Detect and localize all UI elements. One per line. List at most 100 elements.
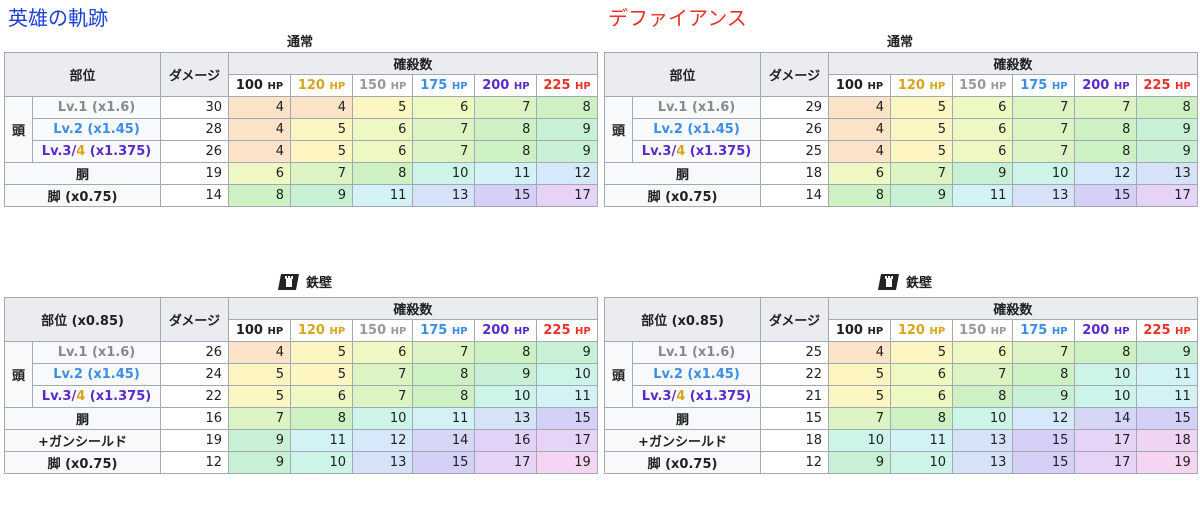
hp-column-header: 200 HP bbox=[474, 319, 538, 342]
hp-unit: HP bbox=[929, 81, 946, 92]
part-label-legs: 脚 (x0.75) bbox=[604, 451, 761, 474]
hp-value: 225 bbox=[543, 78, 571, 93]
kill-count-cell: 8 bbox=[351, 162, 414, 185]
kill-count-cell: 15 bbox=[536, 407, 598, 430]
hp-column-header: 120 HP bbox=[890, 74, 953, 97]
kill-count-cell: 7 bbox=[228, 407, 291, 430]
kill-count-cell: 8 bbox=[1074, 341, 1138, 364]
hp-unit: HP bbox=[513, 326, 530, 337]
lv4-text: 4 bbox=[676, 389, 686, 404]
part-label-lv3: Lv.3/4 (x1.375) bbox=[32, 140, 161, 163]
damage-value: 26 bbox=[160, 140, 229, 163]
table-row: Lv.2 (x1.45) 26 4 5 6 7 8 9 bbox=[605, 118, 1198, 141]
hp-unit: HP bbox=[267, 81, 284, 92]
kill-count-cell: 5 bbox=[290, 363, 353, 386]
kill-count-cell: 11 bbox=[890, 429, 953, 452]
table-row: 胴 15 7 8 10 12 14 15 bbox=[604, 407, 1198, 430]
kill-count-cell: 9 bbox=[228, 451, 291, 474]
damage-value: 15 bbox=[760, 407, 829, 430]
table-row: 頭 Lv.1 (x1.6) 30 4 4 5 6 7 8 bbox=[4, 96, 598, 163]
hp-value: 175 bbox=[1020, 323, 1048, 338]
damage-table-hero-ironwall: 部位 (x0.85) ダメージ 確殺数 100 HP 120 HP 150 HP 175 H… bbox=[4, 297, 598, 474]
table-row: 脚 (x0.75) 12 9 10 13 15 17 19 bbox=[4, 451, 598, 474]
part-label-lv1: Lv.1 (x1.6) bbox=[32, 341, 161, 364]
hp-column-header: 100 HP bbox=[228, 319, 291, 342]
kill-count-cell: 9 bbox=[828, 451, 891, 474]
hp-column-header: 225 HP bbox=[536, 74, 598, 97]
kill-count-cell: 9 bbox=[474, 363, 538, 386]
hp-value: 175 bbox=[1020, 78, 1048, 93]
hp-value: 120 bbox=[897, 323, 925, 338]
part-label-lv2: Lv.2 (x1.45) bbox=[32, 363, 161, 386]
damage-value: 26 bbox=[160, 341, 229, 364]
damage-header: ダメージ bbox=[760, 297, 829, 342]
damage-value: 12 bbox=[760, 451, 829, 474]
kill-count-cell: 4 bbox=[228, 96, 291, 119]
lv3-mult-text: (x1.375) bbox=[85, 389, 152, 404]
hp-column-header: 225 HP bbox=[536, 319, 598, 342]
table-row: 胴 16 7 8 10 11 13 15 bbox=[4, 407, 598, 430]
part-label-lv2: Lv.2 (x1.45) bbox=[632, 118, 761, 141]
kill-count-cell: 5 bbox=[351, 96, 414, 119]
damage-value: 25 bbox=[760, 140, 829, 163]
damage-header: ダメージ bbox=[760, 52, 829, 97]
lv3-text: Lv.3/ bbox=[641, 144, 677, 159]
kill-count-cell: 7 bbox=[828, 407, 891, 430]
kill-count-cell: 12 bbox=[1012, 407, 1076, 430]
tower-icon bbox=[277, 273, 299, 290]
kill-count-cell: 12 bbox=[1074, 162, 1138, 185]
part-label-lv3: Lv.3/4 (x1.375) bbox=[632, 385, 761, 408]
table-row: 胴 18 6 7 9 10 12 13 bbox=[604, 162, 1198, 185]
hp-value: 150 bbox=[359, 78, 387, 93]
table-row: Lv.3/4 (x1.375) 21 5 6 8 9 10 11 bbox=[605, 385, 1198, 408]
kill-count-cell: 8 bbox=[1012, 363, 1076, 386]
kill-count-cell: 6 bbox=[890, 363, 953, 386]
kill-count-cell: 6 bbox=[890, 385, 953, 408]
kill-count-cell: 8 bbox=[536, 96, 598, 119]
hp-unit: HP bbox=[513, 81, 530, 92]
hp-value: 225 bbox=[543, 323, 571, 338]
hp-value: 225 bbox=[1143, 323, 1171, 338]
kill-count-cell: 4 bbox=[290, 96, 353, 119]
damage-value: 22 bbox=[760, 363, 829, 386]
damage-value: 19 bbox=[160, 162, 229, 185]
damage-value: 14 bbox=[760, 184, 829, 207]
kill-count-cell: 9 bbox=[536, 118, 598, 141]
kill-count-cell: 13 bbox=[351, 451, 414, 474]
kill-count-cell: 7 bbox=[1012, 118, 1076, 141]
kill-count-cell: 7 bbox=[351, 385, 414, 408]
table-row: Lv.2 (x1.45) 24 5 5 7 8 9 10 bbox=[5, 363, 598, 386]
kill-count-cell: 6 bbox=[351, 140, 414, 163]
part-label-legs: 脚 (x0.75) bbox=[4, 184, 161, 207]
lv3-mult-text: (x1.375) bbox=[685, 389, 752, 404]
hp-value: 120 bbox=[297, 323, 325, 338]
damage-value: 30 bbox=[160, 96, 229, 119]
damage-value: 25 bbox=[760, 341, 829, 364]
kill-count-cell: 6 bbox=[290, 385, 353, 408]
hp-value: 120 bbox=[297, 78, 325, 93]
kill-count-cell: 11 bbox=[290, 429, 353, 452]
kill-count-cell: 15 bbox=[1136, 407, 1198, 430]
hp-column-header: 150 HP bbox=[951, 319, 1014, 342]
hp-unit: HP bbox=[867, 326, 884, 337]
hp-column-header: 100 HP bbox=[828, 74, 891, 97]
table-row: 脚 (x0.75) 14 8 9 11 13 15 17 bbox=[604, 184, 1198, 207]
kill-count-cell: 9 bbox=[290, 184, 353, 207]
kill-count-cell: 7 bbox=[890, 162, 953, 185]
kill-count-cell: 11 bbox=[351, 184, 414, 207]
kill-count-cell: 5 bbox=[890, 118, 953, 141]
table-row: Lv.3/4 (x1.375) 26 4 5 6 7 8 9 bbox=[5, 140, 598, 163]
table-row: Lv.2 (x1.45) 28 4 5 6 7 8 9 bbox=[5, 118, 598, 141]
hp-column-header: 175 HP bbox=[412, 319, 476, 342]
hp-column-header: 120 HP bbox=[290, 74, 353, 97]
kill-count-cell: 8 bbox=[1074, 140, 1138, 163]
kill-count-cell: 5 bbox=[228, 385, 291, 408]
kill-count-cell: 4 bbox=[828, 341, 891, 364]
lv4-text: 4 bbox=[76, 144, 86, 159]
kill-count-cell: 13 bbox=[951, 429, 1014, 452]
kill-count-cell: 9 bbox=[1136, 140, 1198, 163]
kill-count-cell: 4 bbox=[828, 140, 891, 163]
damage-value: 12 bbox=[160, 451, 229, 474]
kill-count-cell: 7 bbox=[1074, 96, 1138, 119]
kill-count-cell: 11 bbox=[1136, 385, 1198, 408]
